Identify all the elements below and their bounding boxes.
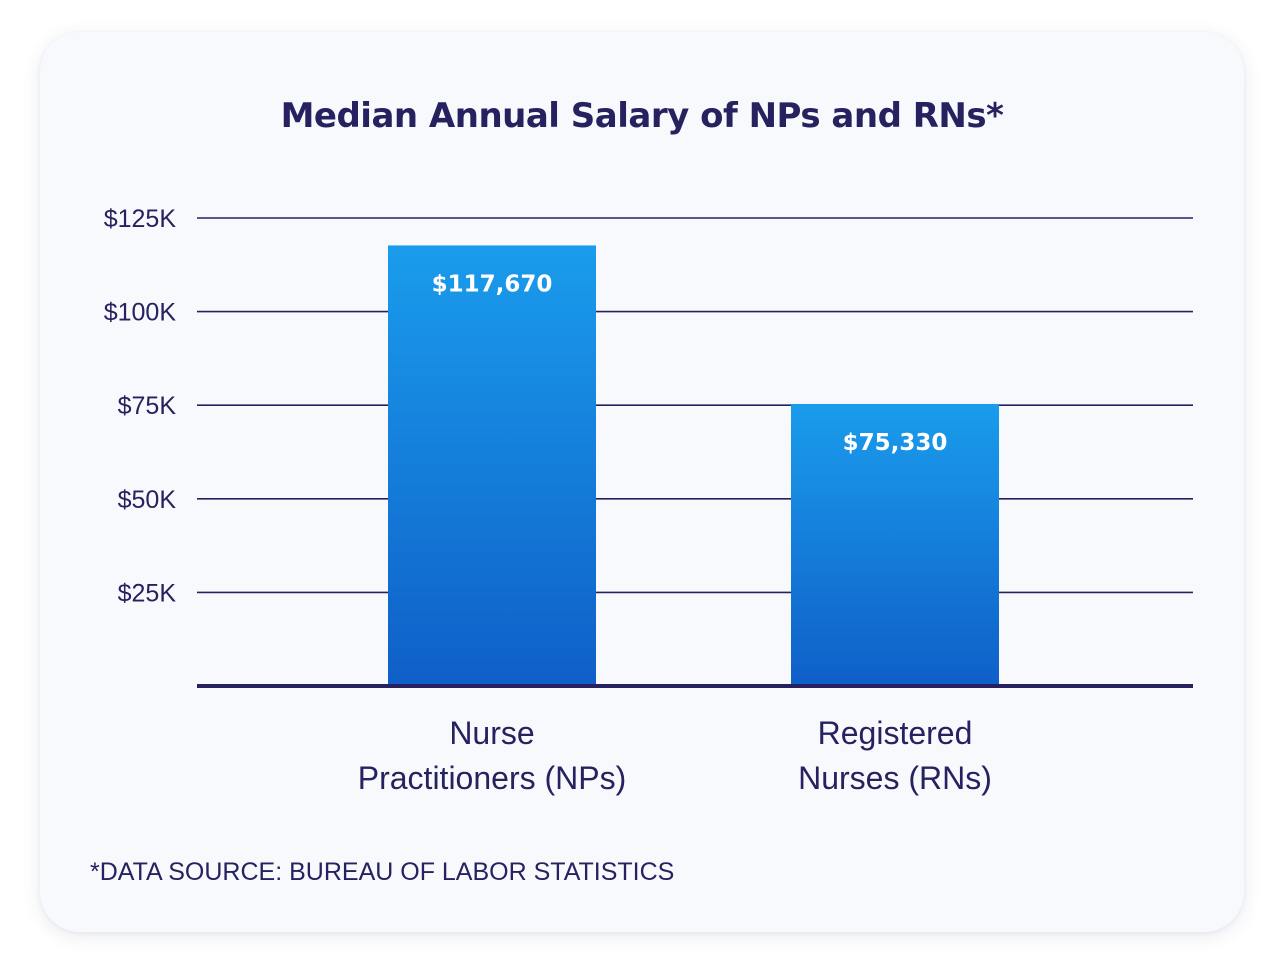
y-tick-label: $125K [104,205,177,233]
bar [791,403,999,686]
data-label: $117,670 [432,271,553,297]
y-tick-label: $25K [118,579,177,607]
bar [388,245,596,686]
y-tick-label: $50K [118,486,177,514]
chart-title: Median Annual Salary of NPs and RNs* [280,96,1004,136]
chart-card [40,32,1244,932]
data-label: $75,330 [843,430,948,456]
x-tick-label: Registered [818,715,973,751]
y-tick-label: $75K [118,392,177,420]
x-tick-label: Practitioners (NPs) [358,760,627,796]
x-tick-label: Nurse [449,715,534,751]
data-source-footnote: *DATA SOURCE: BUREAU OF LABOR STATISTICS [90,858,675,886]
x-tick-label: Nurses (RNs) [798,760,992,796]
y-tick-label: $100K [104,299,177,327]
